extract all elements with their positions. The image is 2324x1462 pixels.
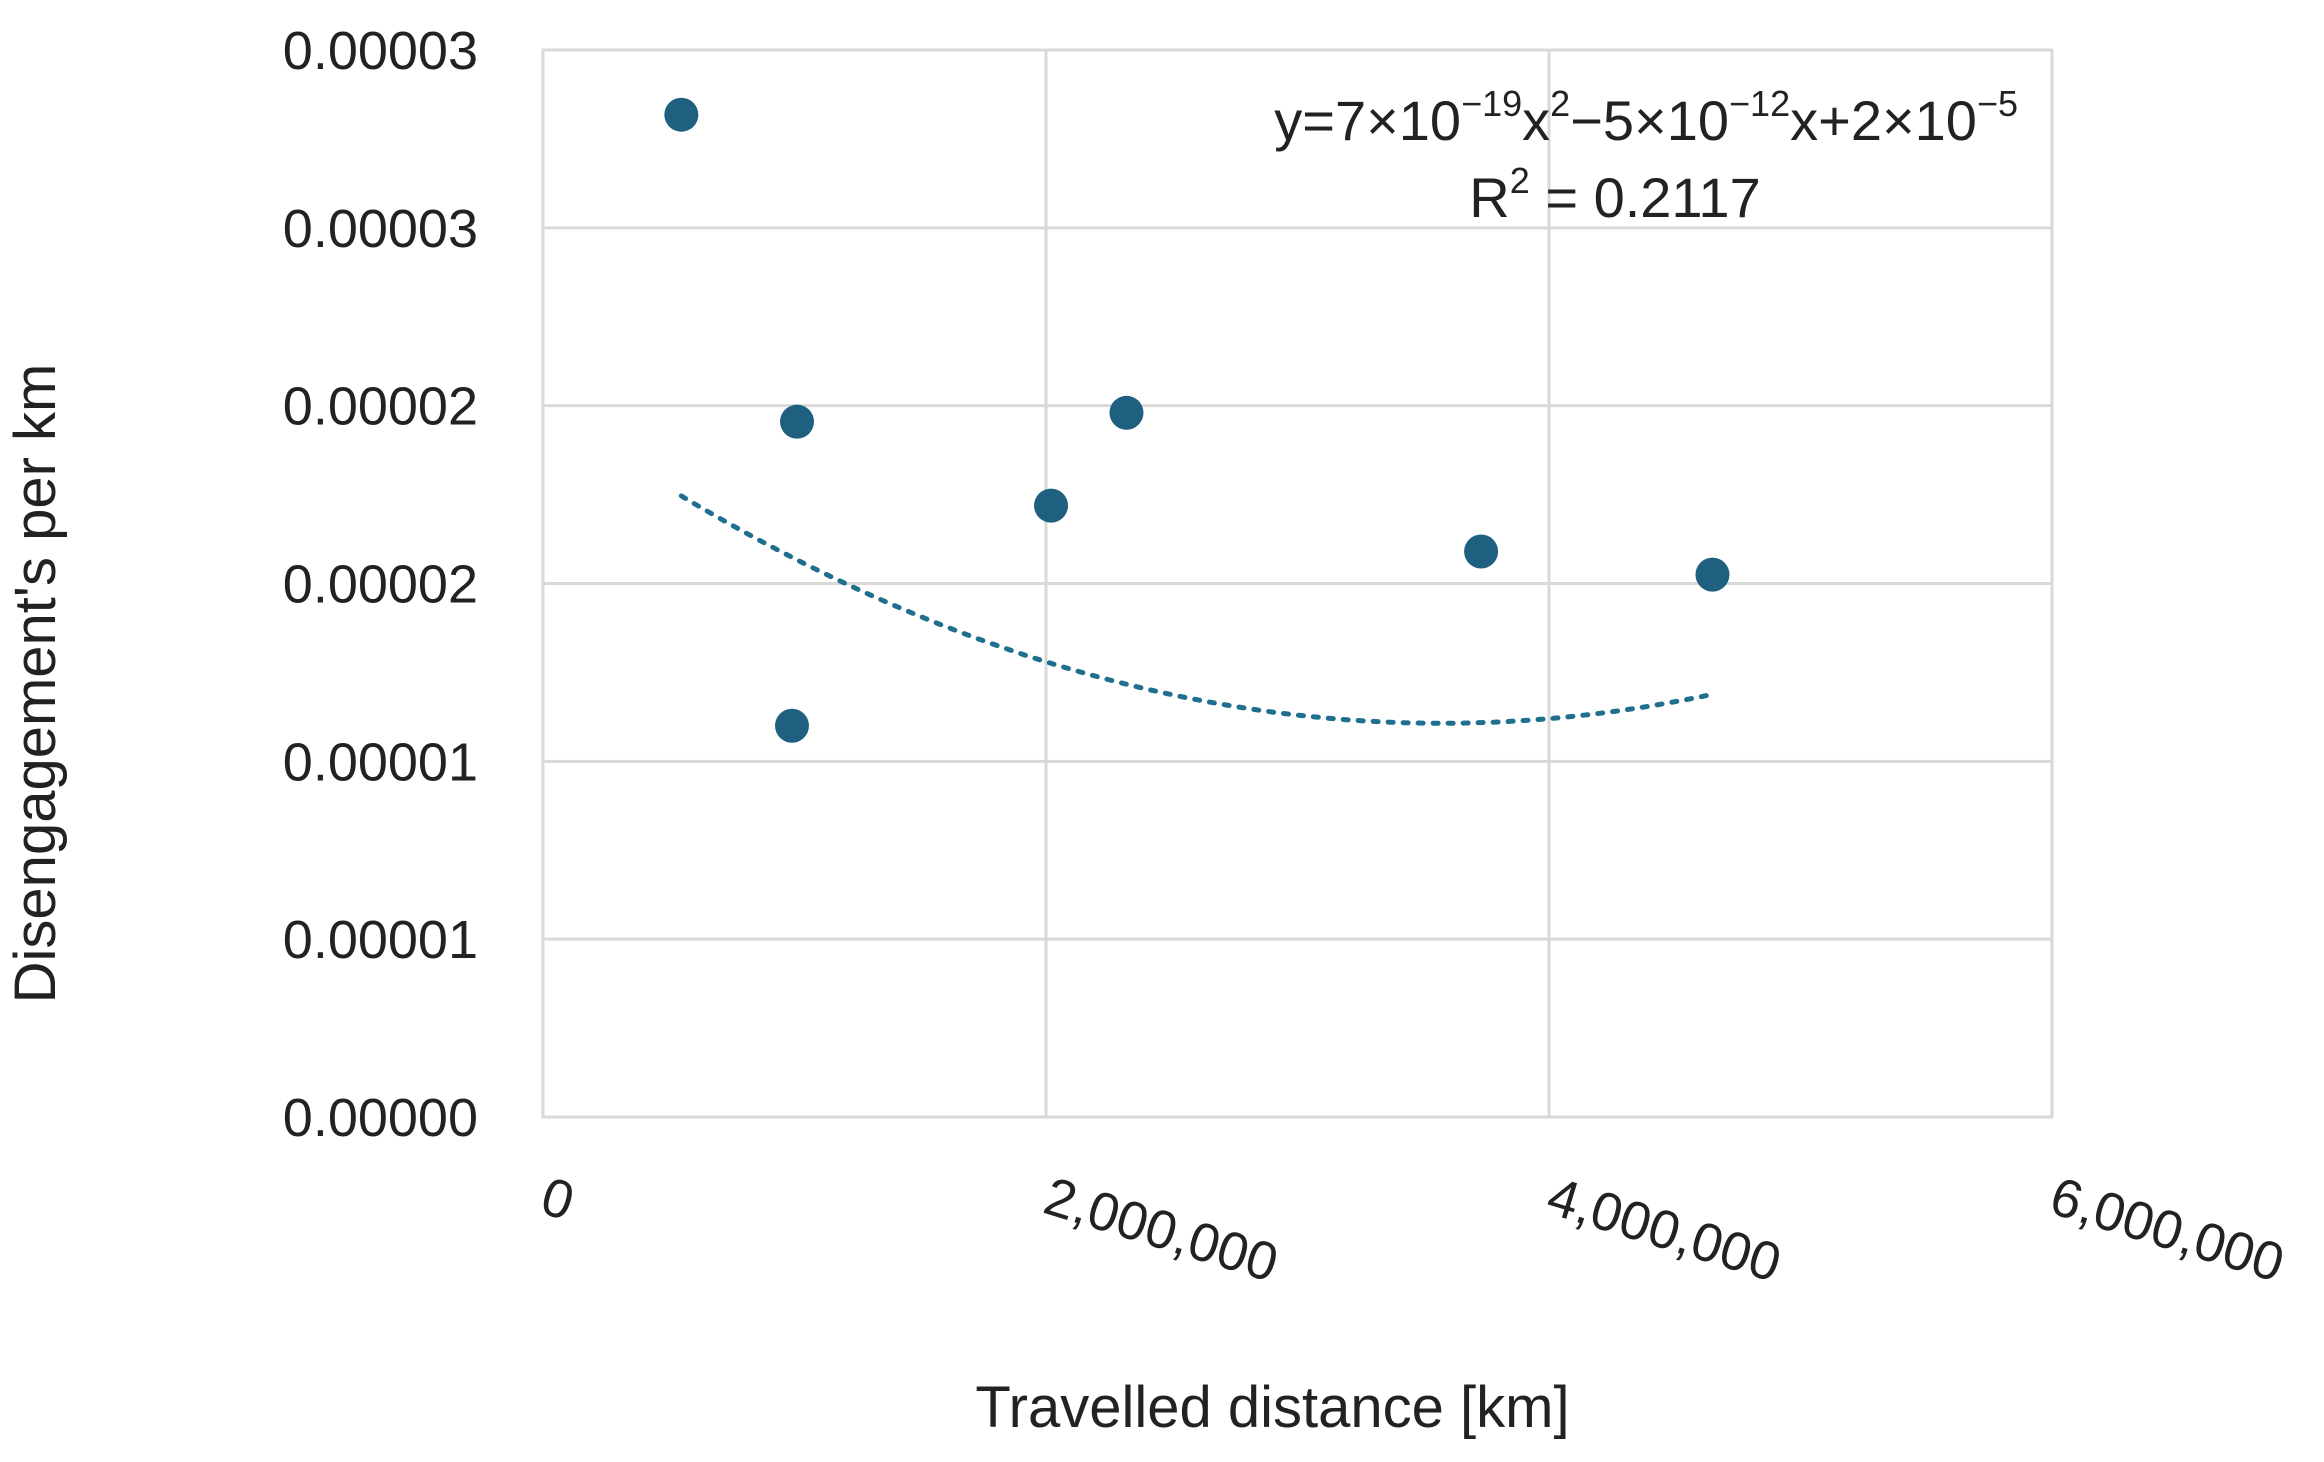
data-point	[774, 708, 809, 743]
x-tick-label: 0	[534, 1166, 580, 1232]
y-tick-label: 0.00003	[283, 21, 478, 81]
equation-mid3: x+2×10	[1790, 89, 1977, 152]
x-axis-title: Travelled distance [km]	[975, 1375, 1569, 1440]
data-point	[664, 97, 699, 132]
x-axis-tick-labels: 0 2,000,000 4,000,000 6,000,000	[534, 1166, 2290, 1294]
x-tick-label: 6,000,000	[2043, 1166, 2290, 1294]
trendline-curve	[678, 493, 1715, 726]
data-point	[780, 404, 815, 439]
equation-mid2: −5×10	[1570, 89, 1729, 152]
data-point	[1464, 534, 1499, 569]
y-tick-label: 0.00002	[283, 555, 478, 615]
equation-exp3: −12	[1729, 83, 1790, 124]
y-tick-label: 0.00003	[283, 199, 478, 259]
equation-exp4: −5	[1977, 83, 2018, 124]
y-axis-tick-labels: 0.00000 0.00001 0.00001 0.00002 0.00002 0.000…	[283, 21, 478, 1148]
trendline-r-squared: R2 = 0.2117	[1469, 160, 1760, 229]
data-point	[1695, 557, 1730, 592]
y-tick-label: 0.00001	[283, 732, 478, 792]
equation-exp2: 2	[1550, 83, 1570, 124]
data-points	[664, 97, 1730, 743]
grid	[541, 48, 2054, 1119]
y-tick-label: 0.00002	[283, 377, 478, 437]
y-axis-title: Disengagement's per km	[3, 364, 68, 1004]
data-point	[1034, 488, 1069, 523]
x-tick-label: 2,000,000	[1037, 1166, 1284, 1294]
r2-suffix: = 0.2117	[1530, 166, 1761, 229]
r2-prefix: R	[1469, 166, 1509, 229]
r2-sup: 2	[1510, 160, 1530, 201]
y-tick-label: 0.00001	[283, 910, 478, 970]
trendline-group	[678, 493, 1715, 726]
plot-area-border	[541, 48, 2054, 1119]
equation-mid1: x	[1522, 89, 1550, 152]
equation-base: y=7×10	[1274, 89, 1461, 152]
equation-exp1: −19	[1461, 83, 1522, 124]
trendline-equation: y=7×10−19x2−5×10−12x+2×10−5	[1274, 83, 2018, 152]
x-tick-label: 4,000,000	[1540, 1166, 1787, 1294]
data-point	[1109, 395, 1144, 430]
y-tick-label: 0.00000	[283, 1088, 478, 1148]
